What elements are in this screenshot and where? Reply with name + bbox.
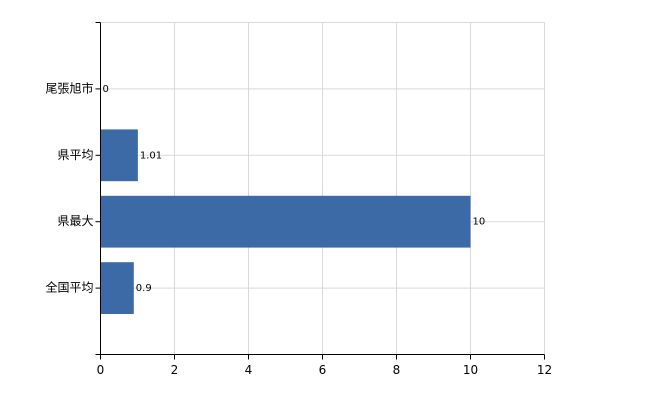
x-tick-label: 8 <box>393 363 401 377</box>
bar <box>100 195 471 248</box>
x-tick-label: 0 <box>97 363 105 377</box>
x-tick-label: 2 <box>171 363 179 377</box>
y-tick-label: 県平均 <box>57 148 93 162</box>
x-tick-label: 4 <box>245 363 253 377</box>
x-tick-label: 10 <box>463 363 478 377</box>
x-tick-label: 12 <box>537 363 552 377</box>
value-label: 10 <box>473 217 486 228</box>
x-tick-label: 6 <box>319 363 327 377</box>
y-tick-label: 全国平均 <box>45 280 93 295</box>
value-label: 0 <box>103 84 109 95</box>
bar <box>100 129 138 182</box>
bar <box>100 262 134 314</box>
y-tick-label: 県最大 <box>57 214 93 228</box>
y-tick-label: 尾張旭市 <box>45 80 93 95</box>
value-label: 0.9 <box>136 283 152 294</box>
value-label: 1.01 <box>140 150 162 161</box>
